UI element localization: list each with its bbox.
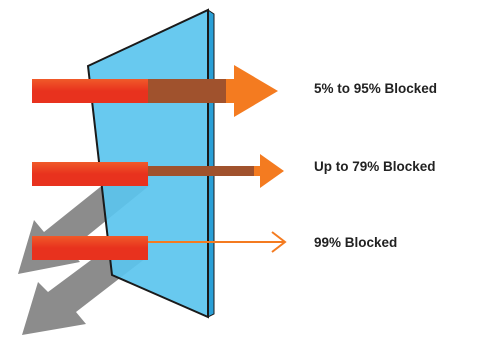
row2-transmitted-bar — [148, 166, 264, 176]
arrow-right-icon — [226, 65, 278, 117]
row3-transmission — [32, 231, 287, 260]
row2-label: Up to 79% Blocked — [314, 159, 436, 174]
row1-transmission — [32, 65, 278, 117]
row3-label: 99% Blocked — [314, 235, 398, 250]
arrow-right-icon — [254, 154, 284, 188]
row1-transmitted-bar — [148, 79, 234, 103]
row1-incoming-bar — [32, 79, 148, 103]
arrow-right-icon — [271, 231, 287, 253]
row2-incoming-bar — [32, 162, 148, 186]
row2-transmission — [32, 154, 284, 188]
row3-incoming-bar — [32, 236, 148, 260]
row1-label: 5% to 95% Blocked — [314, 81, 438, 96]
